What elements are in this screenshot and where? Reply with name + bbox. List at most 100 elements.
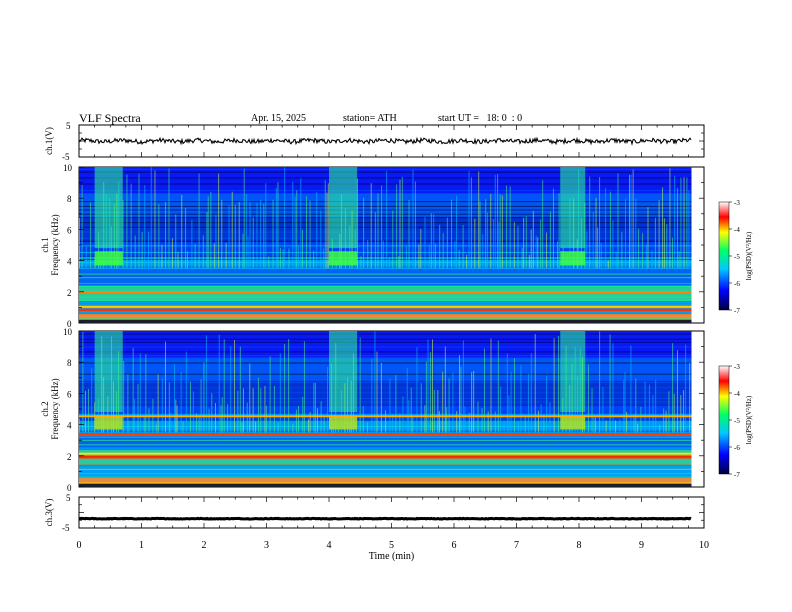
sferic-spike xyxy=(198,173,200,269)
sferic-spike xyxy=(385,410,387,433)
sferic-spike xyxy=(478,171,480,269)
x-tick-label: 4 xyxy=(327,540,332,551)
spectral-line xyxy=(79,307,692,309)
x-tick-label: 10 xyxy=(699,540,709,551)
sferic-spike xyxy=(213,243,215,269)
sferic-spike xyxy=(309,200,311,269)
sferic-spike xyxy=(671,237,673,269)
sferic-spike xyxy=(525,216,527,269)
spectrogram-2 xyxy=(79,331,692,487)
sferic-spike xyxy=(607,260,609,269)
sferic-spike xyxy=(494,411,496,433)
sferic-spike xyxy=(587,364,589,433)
sferic-spike xyxy=(557,336,559,433)
sferic-spike xyxy=(91,368,93,433)
sferic-spike xyxy=(451,199,453,269)
sferic-spike xyxy=(180,372,182,433)
sferic-spike xyxy=(173,364,175,433)
sferic-spike xyxy=(534,334,536,433)
sferic-spike xyxy=(672,343,674,433)
spectral-line xyxy=(79,217,692,219)
burst-region xyxy=(329,331,358,413)
sferic-spike xyxy=(382,240,384,269)
strong-line xyxy=(79,291,692,294)
sferic-spike xyxy=(552,188,554,269)
sferic-spike xyxy=(490,193,492,269)
spectral-line xyxy=(79,209,692,211)
spectral-band xyxy=(79,313,692,320)
sferic-spike xyxy=(412,415,414,433)
sferic-spike xyxy=(444,346,446,433)
sferic-spike xyxy=(296,190,298,269)
strong-line xyxy=(79,308,692,311)
spectral-line xyxy=(79,387,692,389)
sferic-spike xyxy=(673,393,675,433)
sferic-spike xyxy=(433,214,435,269)
sferic-spike xyxy=(137,383,139,433)
sferic-spike xyxy=(486,212,488,269)
sferic-spike xyxy=(685,344,687,433)
x-axis-label: Time (min) xyxy=(369,551,414,562)
spectral-line xyxy=(79,407,692,409)
sferic-spike xyxy=(523,217,525,269)
sferic-spike xyxy=(366,422,368,433)
sferic-spike xyxy=(257,377,259,433)
sferic-spike xyxy=(90,202,92,269)
sferic-spike xyxy=(314,382,316,433)
sferic-spike xyxy=(510,371,512,433)
spectral-band xyxy=(79,255,692,267)
sferic-spike xyxy=(446,217,448,269)
sferic-spike xyxy=(132,348,134,433)
colorbar-tick-label: -5 xyxy=(734,417,740,425)
colorbar-tick-label: -4 xyxy=(734,226,740,234)
sferic-spike xyxy=(528,254,530,269)
sferic-spike xyxy=(141,232,143,269)
spectral-line xyxy=(79,373,692,375)
sferic-spike xyxy=(424,216,426,269)
sferic-spike xyxy=(292,423,294,433)
sferic-spike xyxy=(521,247,523,269)
spectral-line xyxy=(79,370,692,372)
sferic-spike xyxy=(665,410,667,433)
sferic-spike xyxy=(339,234,341,269)
sferic-spike xyxy=(198,415,200,433)
sferic-spike xyxy=(460,366,462,433)
sferic-spike xyxy=(414,181,416,269)
sferic-spike xyxy=(412,169,414,269)
sferic-spike xyxy=(466,254,468,269)
spectral-line xyxy=(79,240,692,242)
sferic-spike xyxy=(252,387,254,433)
sferic-spike xyxy=(177,251,179,269)
sferic-spike xyxy=(139,353,141,433)
sferic-spike xyxy=(632,169,634,269)
sferic-spike xyxy=(591,388,593,433)
sferic-spike xyxy=(597,227,599,269)
sferic-spike xyxy=(448,378,450,433)
spectral-line xyxy=(79,296,692,298)
sferic-spike xyxy=(517,226,519,269)
sferic-spike xyxy=(429,352,431,433)
sferic-spike xyxy=(313,250,315,269)
sferic-spike xyxy=(297,245,299,269)
sferic-spike xyxy=(359,337,361,433)
sferic-spike xyxy=(98,232,100,269)
sferic-spike xyxy=(360,256,362,269)
spectral-band xyxy=(79,483,692,487)
sferic-spike xyxy=(395,375,397,433)
sferic-spike xyxy=(247,236,249,269)
y-tick-label: 0 xyxy=(67,483,72,493)
sferic-spike xyxy=(542,180,544,269)
sferic-spike xyxy=(196,413,198,433)
sferic-spike xyxy=(221,397,223,433)
y-axis-label-1-freq: Frequency (kHz) xyxy=(50,214,60,275)
sferic-spike xyxy=(268,256,270,269)
sferic-spike xyxy=(381,185,383,269)
sferic-spike xyxy=(374,212,376,269)
sferic-spike xyxy=(165,201,167,269)
sferic-spike xyxy=(227,404,229,433)
sferic-spike xyxy=(557,241,559,269)
sferic-spike xyxy=(107,396,109,433)
sferic-spike xyxy=(249,201,251,269)
sferic-spike xyxy=(242,388,244,433)
sferic-spike xyxy=(470,177,472,269)
